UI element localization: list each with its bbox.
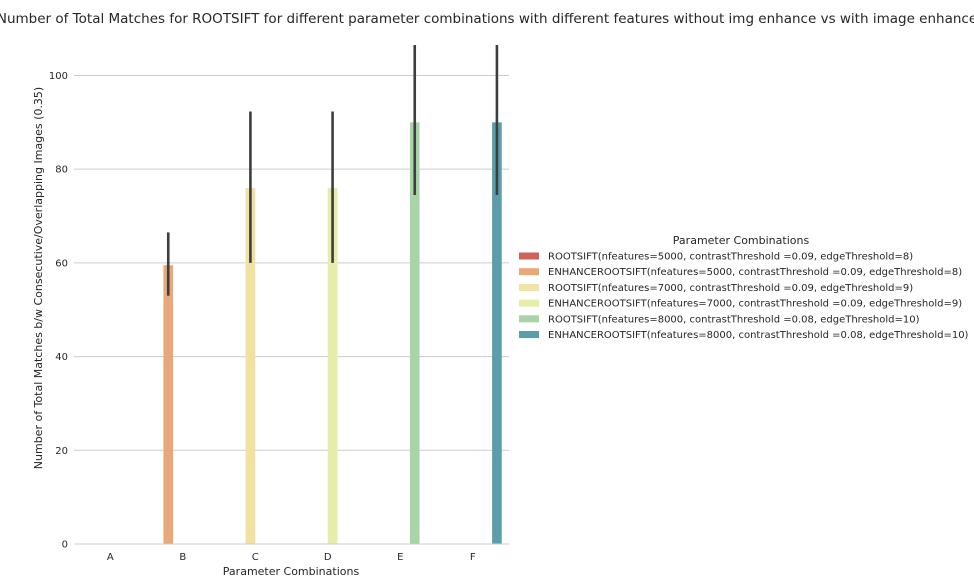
y-axis-label: Number of Total Matches b/w Consecutive/… bbox=[32, 87, 45, 469]
legend-label: ROOTSIFT(nfeatures=5000, contrastThresho… bbox=[548, 252, 913, 263]
bar bbox=[245, 187, 256, 545]
legend-label: ENHANCEROOTSIFT(nfeatures=5000, contrast… bbox=[548, 267, 962, 278]
legend-label: ROOTSIFT(nfeatures=8000, contrastThresho… bbox=[548, 314, 920, 325]
y-tick-label: 80 bbox=[55, 165, 68, 176]
x-tick-label: F bbox=[470, 552, 476, 563]
x-axis-ticks: A B C D E F bbox=[107, 552, 476, 563]
legend-swatch bbox=[519, 252, 539, 260]
grid-lines bbox=[74, 74, 509, 451]
legend-title: Parameter Combinations bbox=[673, 234, 810, 247]
legend: Parameter Combinations ROOTSIFT(nfeature… bbox=[519, 234, 969, 341]
y-tick-label: 20 bbox=[55, 446, 68, 457]
error-bars bbox=[166, 45, 499, 296]
bar bbox=[409, 122, 420, 544]
x-tick-label: C bbox=[252, 552, 259, 563]
x-tick-label: A bbox=[107, 552, 114, 563]
y-tick-label: 40 bbox=[55, 352, 68, 363]
legend-swatch bbox=[519, 283, 539, 291]
bar bbox=[327, 187, 338, 545]
legend-label: ROOTSIFT(nfeatures=7000, contrastThresho… bbox=[548, 283, 913, 294]
bars bbox=[163, 122, 502, 545]
legend-label: ENHANCEROOTSIFT(nfeatures=7000, contrast… bbox=[548, 299, 962, 310]
legend-swatch bbox=[519, 268, 539, 276]
y-tick-label: 60 bbox=[55, 258, 68, 269]
bar bbox=[492, 122, 502, 544]
chart-title: Number of Total Matches for ROOTSIFT for… bbox=[0, 11, 974, 27]
x-axis-label: Parameter Combinations bbox=[223, 565, 360, 576]
legend-swatch bbox=[519, 299, 539, 307]
legend-items: ROOTSIFT(nfeatures=5000, contrastThresho… bbox=[519, 252, 969, 341]
legend-label: ENHANCEROOTSIFT(nfeatures=8000, contrast… bbox=[548, 330, 969, 341]
x-tick-label: D bbox=[324, 552, 332, 563]
legend-swatch bbox=[519, 331, 539, 338]
legend-swatch bbox=[519, 315, 539, 323]
x-tick-label: E bbox=[397, 552, 403, 563]
y-tick-label: 100 bbox=[49, 71, 68, 82]
x-tick-label: B bbox=[179, 552, 186, 563]
bar bbox=[163, 265, 174, 544]
y-axis-ticks: 0 20 40 60 80 100 bbox=[49, 71, 68, 551]
y-tick-label: 0 bbox=[62, 540, 68, 551]
